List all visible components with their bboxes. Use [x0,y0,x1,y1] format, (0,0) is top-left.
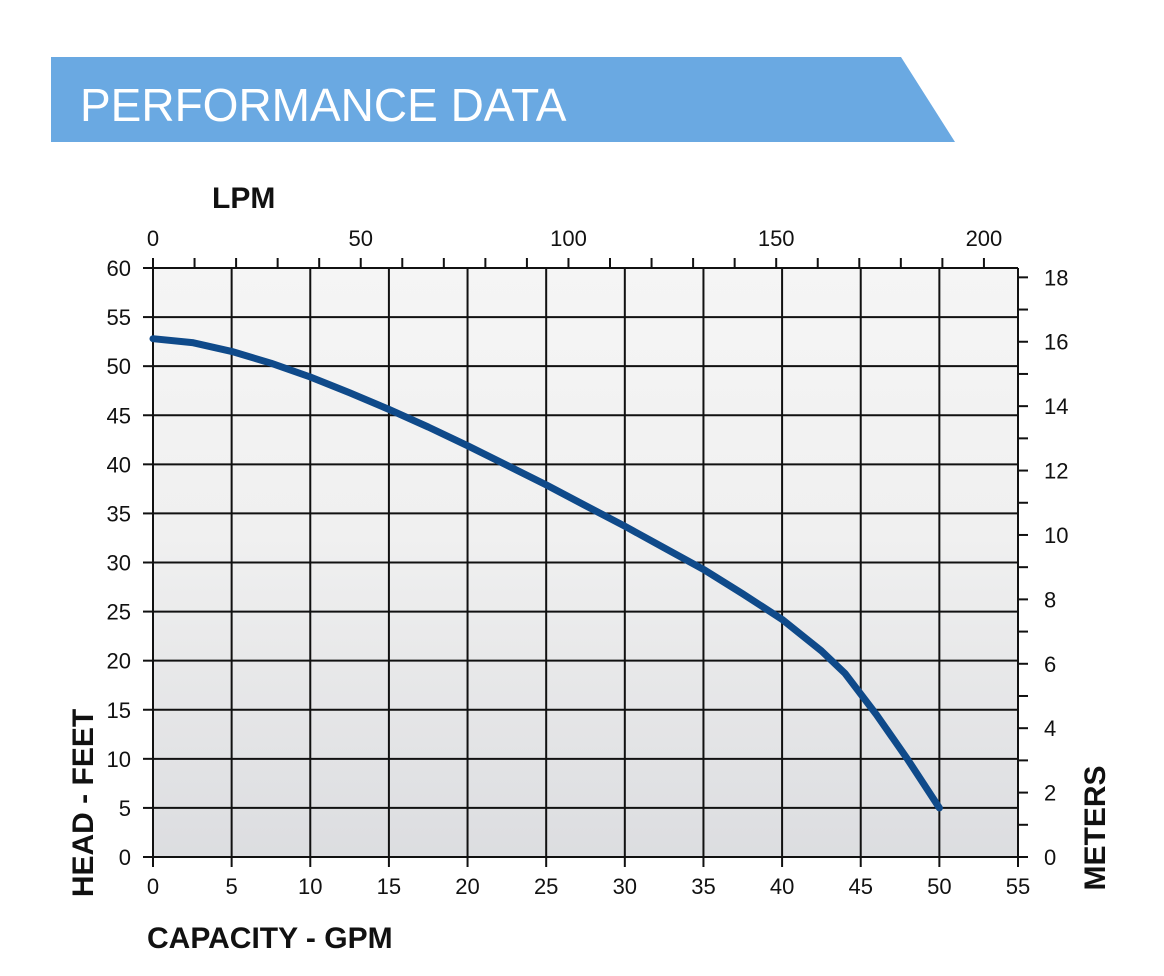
page-title: PERFORMANCE DATA [80,79,567,131]
y2-tick-label: 6 [1044,652,1056,677]
x-tick-label: 0 [147,874,159,899]
axis-ticks [143,258,1028,867]
y2-tick-label: 8 [1044,587,1056,612]
y-tick-label: 50 [107,354,131,379]
y2-tick-label: 2 [1044,781,1056,806]
x2-axis-title: LPM [212,182,275,215]
y2-tick-label: 0 [1044,845,1056,870]
y-tick-label: 35 [107,501,131,526]
x-tick-label: 5 [226,874,238,899]
y-tick-label: 25 [107,600,131,625]
y-tick-label: 45 [107,403,131,428]
y-tick-label: 55 [107,305,131,330]
y-tick-label: 60 [107,256,131,281]
x-axis-title: CAPACITY - GPM [147,922,393,955]
y-tick-label: 30 [107,551,131,576]
y-tick-label: 15 [107,698,131,723]
y-tick-label: 20 [107,649,131,674]
y-tick-label: 10 [107,747,131,772]
header-banner [51,57,955,142]
performance-curve [149,335,943,812]
y2-tick-label: 12 [1044,459,1068,484]
x-tick-label: 40 [770,874,794,899]
x2-tick-label: 200 [966,226,1003,251]
tick-labels: 0 5 10 15 20 25 30 35 40 45 50 55051015202530354045… [107,226,1069,899]
x-tick-label: 15 [377,874,401,899]
x-tick-label: 30 [613,874,637,899]
y2-tick-label: 18 [1044,265,1068,290]
x-tick-label: 55 [1006,874,1030,899]
y-tick-label: 40 [107,452,131,477]
x2-tick-label: 100 [550,226,587,251]
x2-tick-label: 0 [147,226,159,251]
x-tick-label: 35 [691,874,715,899]
y-axis-title: HEAD - FEET [67,709,100,897]
y2-tick-label: 16 [1044,330,1068,355]
y2-tick-label: 10 [1044,523,1068,548]
y-tick-label: 5 [119,796,131,821]
y2-tick-label: 14 [1044,394,1068,419]
x-tick-label: 20 [455,874,479,899]
x-tick-label: 25 [534,874,558,899]
x-tick-label: 10 [298,874,322,899]
x2-tick-label: 50 [348,226,372,251]
y2-axis-title: METERS [1079,765,1112,890]
x-tick-label: 45 [848,874,872,899]
y2-tick-label: 4 [1044,716,1056,741]
series-layer [149,335,943,812]
y-tick-label: 0 [119,845,131,870]
x2-tick-label: 150 [758,226,795,251]
x-tick-label: 50 [927,874,951,899]
